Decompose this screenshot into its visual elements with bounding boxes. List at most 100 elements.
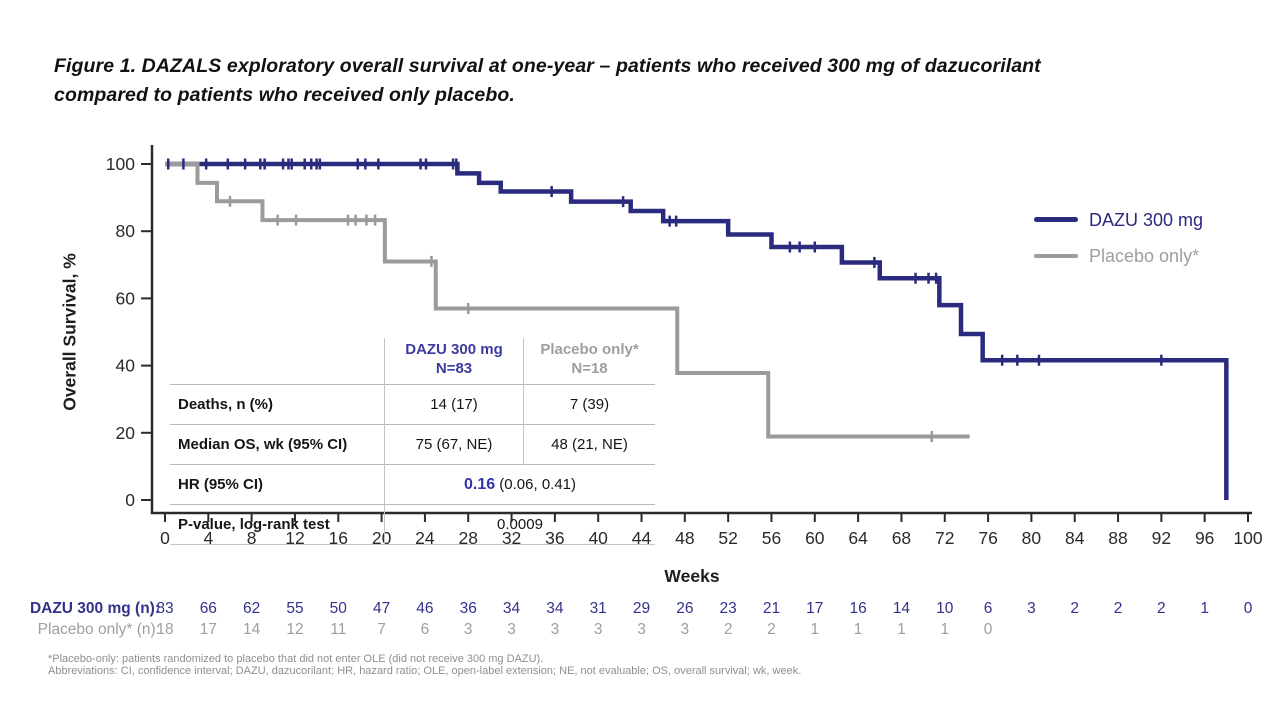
- km-curve-placebo: [165, 162, 970, 439]
- y-tick-label: 100: [106, 154, 135, 174]
- risk-count: 10: [936, 600, 954, 617]
- stats-row-median: Median OS, wk (95% CI) 75 (67, NE) 48 (2…: [170, 424, 655, 465]
- x-tick-label: 52: [718, 528, 737, 548]
- legend-label-placebo: Placebo only*: [1089, 246, 1200, 266]
- stats-row-hr: HR (95% CI) 0.16 (0.06, 0.41): [170, 464, 655, 505]
- risk-count: 1: [1200, 600, 1209, 617]
- risk-count: 46: [416, 600, 434, 617]
- stats-row-pvalue-label: P-value, log-rank test: [170, 504, 385, 545]
- y-tick-label: 20: [116, 423, 136, 443]
- x-tick-label: 0: [160, 528, 170, 548]
- x-tick-label: 96: [1195, 528, 1214, 548]
- risk-count: 31: [589, 600, 607, 617]
- stats-header-placebo-n: N=18: [571, 360, 608, 377]
- risk-count: 36: [459, 600, 477, 617]
- risk-count: 12: [286, 621, 304, 638]
- x-tick-label: 72: [935, 528, 954, 548]
- risk-count: 11: [330, 621, 347, 638]
- stats-row-deaths-dazu: 14 (17): [384, 384, 524, 425]
- stats-header-dazu-n: N=83: [435, 360, 473, 377]
- stats-row-median-dazu: 75 (67, NE): [384, 424, 524, 465]
- risk-count: 18: [156, 621, 174, 638]
- risk-count: 2: [767, 621, 776, 638]
- y-tick-label: 60: [116, 288, 136, 308]
- risk-count: 17: [199, 621, 217, 638]
- risk-count: 34: [502, 600, 521, 617]
- risk-count: 62: [243, 600, 261, 617]
- footnote-placebo-definition: *Placebo-only: patients randomized to pl…: [48, 653, 544, 665]
- risk-count: 2: [1113, 600, 1123, 617]
- risk-count: 23: [719, 600, 737, 617]
- stats-row-deaths-label: Deaths, n (%): [170, 384, 385, 425]
- risk-count: 34: [546, 600, 564, 617]
- stats-row-hr-value: 0.16 (0.06, 0.41): [384, 464, 655, 505]
- risk-count: 1: [940, 621, 950, 638]
- x-tick-label: 56: [762, 528, 781, 548]
- stats-row-deaths: Deaths, n (%) 14 (17) 7 (39): [170, 384, 655, 425]
- legend-swatch-dazu: [1034, 217, 1078, 222]
- stats-row-pvalue-value: 0.0009: [384, 504, 655, 545]
- risk-count: 0: [1243, 600, 1253, 617]
- stats-row-hr-label: HR (95% CI): [170, 464, 385, 505]
- risk-count: 16: [849, 600, 867, 617]
- stats-table: DAZU 300 mg N=83 Placebo only* N=18 Deat…: [170, 338, 655, 545]
- risk-count: 3: [1027, 600, 1036, 617]
- risk-count: 2: [1070, 600, 1080, 617]
- x-tick-label: 76: [978, 528, 997, 548]
- y-tick-label: 40: [116, 356, 136, 376]
- legend-label-dazu: DAZU 300 mg: [1089, 210, 1204, 230]
- footnote-abbreviations: Abbreviations: CI, confidence interval; …: [48, 665, 802, 677]
- risk-count: 3: [550, 621, 560, 638]
- risk-count: 2: [723, 621, 733, 638]
- risk-count: 1: [897, 621, 906, 638]
- y-axis-title: Overall Survival, %: [59, 253, 80, 411]
- risk-row-label-dazu: DAZU 300 mg (n):: [29, 600, 160, 617]
- risk-count: 66: [199, 600, 217, 617]
- stats-header-placebo-name: Placebo only*: [540, 341, 639, 358]
- risk-count: 6: [983, 600, 993, 617]
- stats-header-dazu: DAZU 300 mg N=83: [384, 338, 524, 385]
- x-tick-label: 48: [675, 528, 694, 548]
- risk-count: 1: [810, 621, 820, 638]
- y-tick-label: 80: [116, 221, 136, 241]
- stats-header-dazu-name: DAZU 300 mg: [405, 341, 503, 358]
- x-tick-label: 68: [892, 528, 911, 548]
- risk-count: 3: [680, 621, 690, 638]
- figure-title-line2: compared to patients who received only p…: [54, 84, 515, 106]
- risk-count: 3: [507, 621, 516, 638]
- x-tick-label: 64: [848, 528, 868, 548]
- risk-count: 14: [243, 621, 261, 638]
- stats-row-deaths-placebo: 7 (39): [523, 384, 655, 425]
- x-tick-label: 84: [1065, 528, 1085, 548]
- risk-count: 83: [156, 600, 174, 617]
- risk-count: 50: [329, 600, 347, 617]
- risk-count: 6: [420, 621, 430, 638]
- risk-count: 1: [853, 621, 863, 638]
- risk-count: 47: [372, 600, 391, 617]
- risk-count: 0: [983, 621, 993, 638]
- risk-count: 3: [637, 621, 646, 638]
- risk-count: 21: [762, 600, 781, 617]
- risk-count: 14: [892, 600, 911, 617]
- x-tick-label: 60: [805, 528, 825, 548]
- legend-swatch-placebo: [1034, 254, 1078, 258]
- risk-count: 55: [286, 600, 304, 617]
- risk-count: 3: [463, 621, 473, 638]
- risk-count: 3: [593, 621, 603, 638]
- stats-header-placebo: Placebo only* N=18: [523, 338, 655, 385]
- x-tick-label: 92: [1152, 528, 1171, 548]
- risk-row-label-placebo: Placebo only* (n):: [37, 621, 160, 638]
- y-tick-label: 0: [125, 490, 135, 510]
- figure-title-line1: Figure 1. DAZALS exploratory overall sur…: [54, 55, 1041, 77]
- km-curve-dazu: [165, 161, 1229, 500]
- risk-count: 2: [1157, 600, 1166, 617]
- stats-row-pvalue: P-value, log-rank test 0.0009: [170, 504, 655, 545]
- x-tick-label: 88: [1108, 528, 1127, 548]
- stats-row-median-placebo: 48 (21, NE): [523, 424, 655, 465]
- risk-count: 17: [806, 600, 824, 617]
- stats-header-empty: [170, 338, 385, 385]
- x-axis-title: Weeks: [664, 566, 720, 586]
- x-tick-label: 100: [1233, 528, 1262, 548]
- stats-header-row: DAZU 300 mg N=83 Placebo only* N=18: [170, 338, 655, 385]
